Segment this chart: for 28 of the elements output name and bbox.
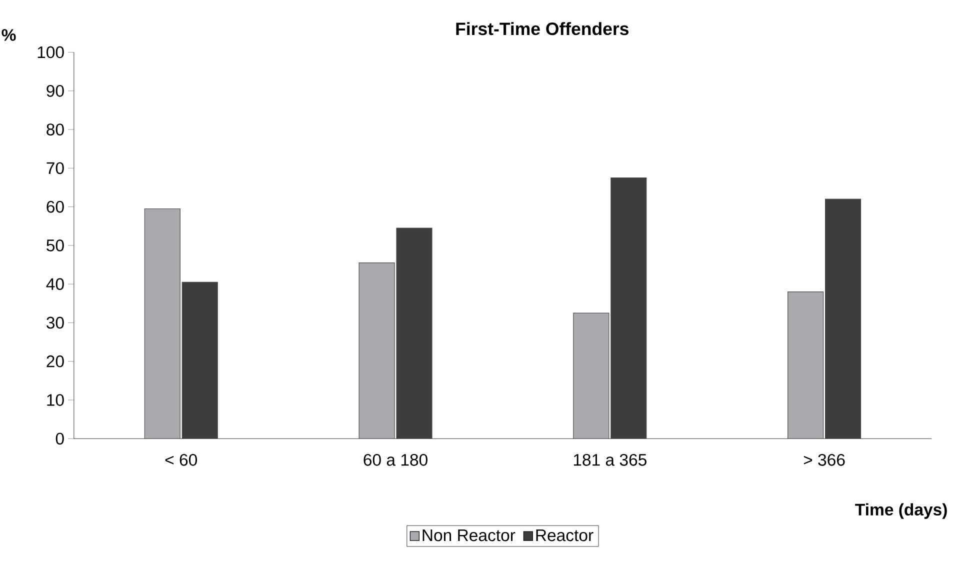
- bar: [610, 178, 647, 439]
- y-tick-label: 60: [46, 200, 64, 213]
- x-tick-label: 181 a 365: [574, 454, 646, 466]
- chart-title: First-Time Offenders: [456, 22, 628, 36]
- y-tick-label: 70: [46, 162, 64, 174]
- y-tick-label: 90: [46, 85, 64, 97]
- y-tick-label: 40: [46, 278, 64, 290]
- y-tick-label: 30: [46, 316, 64, 329]
- x-tick-label: < 60: [165, 454, 198, 466]
- y-tick-label: 50: [46, 240, 64, 252]
- x-tick-label: 60 a 180: [364, 454, 428, 466]
- y-tick-label: 100: [38, 46, 64, 58]
- y-tick-label: 20: [46, 356, 64, 368]
- x-tick-label: > 366: [804, 454, 845, 466]
- legend-label: Reactor: [536, 530, 594, 542]
- y-tick-label: 0: [56, 432, 64, 445]
- bar: [788, 292, 824, 439]
- bar: [182, 282, 218, 439]
- bar: [358, 262, 395, 439]
- legend-label: Non Reactor: [422, 530, 516, 542]
- y-tick-label: 80: [46, 124, 64, 136]
- bar: [824, 198, 862, 439]
- bar: [396, 228, 432, 439]
- y-tick-label: 10: [47, 394, 64, 406]
- y-axis-title: %: [2, 29, 16, 41]
- bar: [144, 208, 180, 439]
- x-axis-title: Time (days): [855, 503, 947, 519]
- bar: [573, 312, 610, 439]
